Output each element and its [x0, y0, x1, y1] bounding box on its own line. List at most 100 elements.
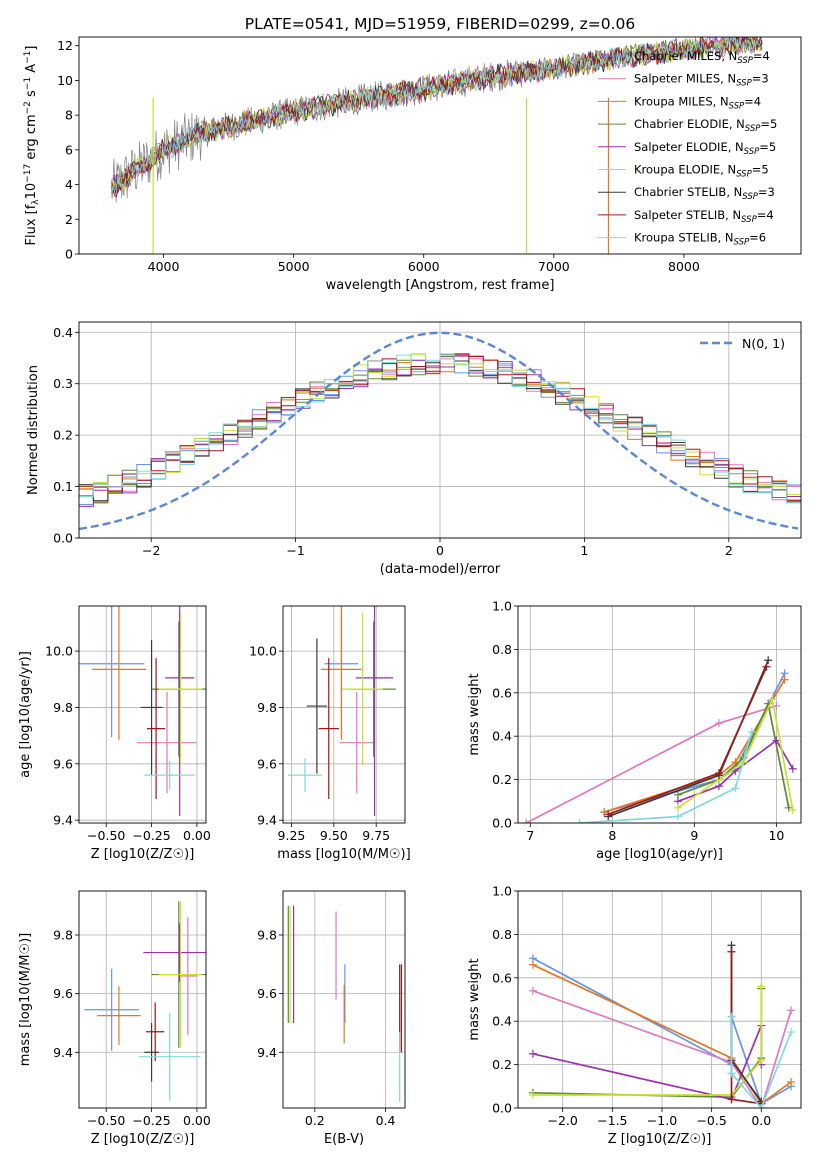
axes-frame — [78, 890, 207, 1109]
x-tick-label: 0.00 — [183, 828, 211, 843]
weight-marker — [673, 812, 682, 821]
y-tick-label: 10.0 — [249, 644, 277, 659]
legend-count: =5 — [759, 140, 776, 154]
y-tick-label: 9.6 — [257, 756, 277, 771]
grid-lines — [518, 890, 801, 1109]
axes-frame — [78, 605, 207, 824]
legend-subscript: SSP — [744, 147, 760, 157]
model-spectrum-line — [111, 37, 763, 198]
sup: −1 — [23, 77, 33, 90]
weight-marker — [528, 986, 537, 995]
y-tick-label: 9.8 — [53, 927, 73, 942]
y-tick-label: 0.4 — [53, 325, 73, 340]
x-tick-label: 9 — [690, 828, 698, 843]
x-tick-label: 1 — [580, 543, 588, 558]
weight-marker — [788, 805, 797, 814]
x-tick-label: 0.2 — [305, 1113, 325, 1128]
x-tick-label: −0.25 — [132, 1113, 170, 1128]
y-tick-label: 0.6 — [492, 970, 512, 985]
x-tick-label: 9.50 — [320, 828, 348, 843]
x-tick-label: 6000 — [408, 259, 440, 274]
weight-line — [532, 988, 763, 1099]
legend-count: =4 — [744, 94, 761, 108]
x-axis-label: age [log10(age/yr)] — [596, 847, 723, 862]
x-tick-label: −0.50 — [87, 828, 125, 843]
residual-histogram — [79, 353, 801, 502]
y-axis-label: mass weight — [467, 673, 482, 755]
sub-lambda: λ — [31, 199, 41, 205]
x-axis-label: Z [log10(Z/Z☉)] — [608, 1132, 712, 1147]
age-vs-metallicity-panel: −0.50 −0.25 0.00 9.4 9.6 9.8 10.0 Z [log10(Z/Z☉… — [18, 605, 211, 862]
residuals-panel: −2 −1 0 1 2 0.0 0.1 0.2 0.3 0.4 (data-model)/error… — [26, 321, 802, 577]
x-tick-label: −2 — [142, 543, 160, 558]
weight-marker — [528, 960, 537, 969]
grid-lines — [79, 891, 206, 1108]
axes-frame — [78, 321, 802, 539]
x-tick-label: 2 — [725, 543, 733, 558]
weight-marker — [787, 1028, 796, 1037]
weight-marker — [604, 810, 613, 819]
x-tick-label: 8 — [608, 828, 616, 843]
legend-subscript: SSP — [741, 215, 757, 225]
weight-marker — [528, 1049, 537, 1058]
weight-vs-age-panel: 7 8 9 10 0.0 0.2 0.4 0.6 0.8 1.0 age [log10(age/yr… — [467, 599, 802, 862]
legend-count: =5 — [752, 163, 769, 177]
x-axis-label: mass [log10(M/M☉)] — [277, 847, 410, 862]
x-tick-label: −1 — [286, 543, 304, 558]
axes-frame — [517, 605, 802, 824]
y-tick-label: 9.4 — [53, 813, 73, 828]
y-tick-label: 9.6 — [53, 756, 73, 771]
x-axis-label: Z [log10(Z/Z☉)] — [91, 847, 195, 862]
legend-label: Salpeter STELIB, NSSP=4 — [634, 208, 774, 225]
sup: −1 — [23, 51, 33, 64]
grid-lines — [283, 606, 405, 823]
x-axis-label: (data-model)/error — [380, 562, 501, 577]
weight-marker — [714, 719, 723, 728]
y-tick-label: 0.2 — [53, 428, 73, 443]
mass-vs-extinction-panel: 0.2 0.4 9.4 9.6 9.8 E(B-V) — [257, 890, 406, 1147]
sup: −17 — [23, 164, 33, 183]
legend-label: Kroupa ELODIE, NSSP=5 — [634, 163, 769, 180]
weight-line — [677, 696, 794, 811]
y-tick-label: 9.6 — [257, 986, 277, 1001]
y-tick-label: 0.4 — [492, 1014, 512, 1029]
axes-frame — [517, 890, 802, 1109]
y-tick-label: 0.0 — [53, 531, 73, 546]
weight-marker — [772, 736, 781, 745]
spectrum-panel: 4000 5000 6000 7000 8000 0 2 4 6 8 10 12 wavelength … — [23, 36, 802, 293]
x-tick-label: −0.5 — [696, 1113, 726, 1128]
y-tick-label: 0.1 — [53, 479, 73, 494]
weight-vs-metallicity-panel: −2.0 −1.5 −1.0 −0.5 0.0 0.0 0.2 0.4 0.6 0.8 1.0 Z [… — [467, 884, 802, 1147]
weight-line — [525, 704, 777, 823]
y-tick-label: 9.6 — [53, 986, 73, 1001]
y-tick-label: 1.0 — [492, 884, 512, 899]
weight-line — [579, 731, 753, 823]
y-tick-label: 9.8 — [257, 700, 277, 715]
legend-subscript: SSP — [737, 56, 753, 66]
legend-count: =3 — [758, 185, 775, 199]
legend-label: Chabrier STELIB, NSSP=3 — [634, 185, 775, 202]
x-tick-label: −0.50 — [87, 1113, 125, 1128]
y-tick-label: 2 — [65, 212, 73, 227]
axes-frame — [78, 36, 802, 255]
figure-title: PLATE=0541, MJD=51959, FIBERID=0299, z=0… — [245, 15, 635, 33]
weight-marker — [768, 695, 777, 704]
plot-area — [111, 37, 763, 254]
x-tick-label: 4000 — [148, 259, 180, 274]
x-tick-label: −1.5 — [597, 1113, 627, 1128]
y-tick-label: 0.8 — [492, 927, 512, 942]
legend-label: Kroupa STELIB, NSSP=6 — [634, 231, 766, 248]
weight-marker — [731, 784, 740, 793]
age-vs-mass-panel: 9.25 9.50 9.75 9.4 9.6 9.8 10.0 mass [log10(M/M… — [249, 605, 411, 862]
txt: ] — [24, 46, 39, 51]
weight-marker — [747, 727, 756, 736]
x-tick-label: 9.25 — [278, 828, 306, 843]
weight-marker — [600, 808, 609, 817]
legend-count: =5 — [760, 117, 777, 131]
axes-frame — [282, 890, 406, 1109]
legend-subscript: SSP — [734, 238, 750, 248]
x-tick-label: 0 — [436, 543, 444, 558]
y-tick-label: 9.4 — [53, 1045, 73, 1060]
y-axis-label: mass weight — [467, 958, 482, 1040]
